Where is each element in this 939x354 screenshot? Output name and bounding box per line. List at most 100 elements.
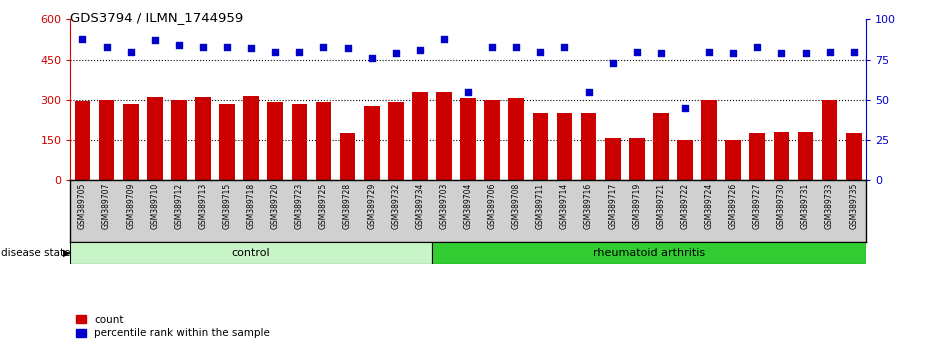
- Bar: [99, 100, 115, 180]
- Bar: [580, 113, 596, 180]
- Bar: [605, 138, 621, 180]
- Text: GSM389715: GSM389715: [223, 183, 232, 229]
- Point: [750, 44, 765, 50]
- Point: [316, 44, 331, 50]
- Point: [340, 46, 355, 51]
- Bar: [436, 92, 452, 180]
- Point: [461, 89, 476, 95]
- Text: GSM389725: GSM389725: [319, 183, 328, 229]
- Point: [364, 55, 379, 61]
- Text: GSM389728: GSM389728: [343, 183, 352, 229]
- Text: GSM389724: GSM389724: [704, 183, 714, 229]
- Bar: [677, 140, 693, 180]
- Point: [846, 49, 861, 55]
- Bar: [195, 97, 211, 180]
- Point: [123, 49, 138, 55]
- Point: [581, 89, 596, 95]
- Text: GSM389711: GSM389711: [536, 183, 545, 229]
- Text: GSM389734: GSM389734: [415, 183, 424, 229]
- Point: [147, 38, 162, 43]
- Bar: [725, 140, 741, 180]
- Bar: [74, 101, 90, 180]
- Point: [654, 50, 669, 56]
- Text: disease state: disease state: [1, 248, 70, 258]
- Point: [100, 44, 115, 50]
- Text: GSM389732: GSM389732: [392, 183, 400, 229]
- Text: GSM389709: GSM389709: [126, 183, 135, 229]
- Bar: [412, 92, 428, 180]
- Point: [798, 50, 813, 56]
- Bar: [268, 102, 284, 180]
- Bar: [432, 242, 866, 264]
- Bar: [123, 104, 139, 180]
- Bar: [749, 133, 765, 180]
- Text: GSM389719: GSM389719: [632, 183, 641, 229]
- Point: [244, 46, 259, 51]
- Text: GSM389729: GSM389729: [367, 183, 377, 229]
- Point: [823, 49, 838, 55]
- Text: ▶: ▶: [63, 248, 70, 258]
- Point: [629, 49, 644, 55]
- Text: GSM389717: GSM389717: [608, 183, 617, 229]
- Text: GSM389704: GSM389704: [464, 183, 472, 229]
- Text: GSM389727: GSM389727: [753, 183, 762, 229]
- Bar: [846, 133, 862, 180]
- Text: GSM389713: GSM389713: [198, 183, 208, 229]
- Point: [533, 49, 548, 55]
- Text: GSM389718: GSM389718: [247, 183, 255, 229]
- Point: [726, 50, 741, 56]
- Text: GSM389705: GSM389705: [78, 183, 87, 229]
- Text: GSM389720: GSM389720: [270, 183, 280, 229]
- Bar: [797, 132, 813, 180]
- Text: GSM389735: GSM389735: [849, 183, 858, 229]
- Text: GSM389721: GSM389721: [656, 183, 666, 229]
- Bar: [653, 113, 669, 180]
- Text: GSM389714: GSM389714: [560, 183, 569, 229]
- Bar: [557, 113, 573, 180]
- Text: GSM389706: GSM389706: [487, 183, 497, 229]
- Text: GDS3794 / ILMN_1744959: GDS3794 / ILMN_1744959: [70, 11, 244, 24]
- Point: [437, 36, 452, 41]
- Point: [389, 50, 404, 56]
- Bar: [243, 96, 259, 180]
- Bar: [316, 102, 331, 180]
- Point: [557, 44, 572, 50]
- Bar: [363, 106, 379, 180]
- Bar: [460, 98, 476, 180]
- Point: [172, 42, 187, 48]
- Text: GSM389722: GSM389722: [681, 183, 689, 229]
- Point: [678, 105, 693, 110]
- Bar: [774, 132, 790, 180]
- Text: GSM389726: GSM389726: [729, 183, 738, 229]
- Bar: [532, 113, 548, 180]
- Bar: [171, 100, 187, 180]
- Text: GSM389723: GSM389723: [295, 183, 304, 229]
- Text: GSM389708: GSM389708: [512, 183, 521, 229]
- Text: GSM389733: GSM389733: [825, 183, 834, 229]
- Point: [292, 49, 307, 55]
- Bar: [629, 138, 645, 180]
- Text: rheumatoid arthritis: rheumatoid arthritis: [593, 248, 705, 258]
- Bar: [291, 104, 307, 180]
- Text: GSM389707: GSM389707: [102, 183, 111, 229]
- Bar: [340, 133, 356, 180]
- Bar: [485, 100, 500, 180]
- Point: [412, 47, 427, 53]
- Point: [606, 60, 621, 65]
- Bar: [701, 100, 717, 180]
- Bar: [219, 104, 235, 180]
- Bar: [388, 102, 404, 180]
- Text: control: control: [232, 248, 270, 258]
- Text: GSM389731: GSM389731: [801, 183, 810, 229]
- Text: GSM389716: GSM389716: [584, 183, 593, 229]
- Text: GSM389730: GSM389730: [777, 183, 786, 229]
- Bar: [822, 100, 838, 180]
- Bar: [508, 98, 524, 180]
- Point: [220, 44, 235, 50]
- Legend: count, percentile rank within the sample: count, percentile rank within the sample: [76, 315, 270, 338]
- Point: [268, 49, 283, 55]
- Bar: [146, 97, 162, 180]
- Point: [75, 36, 90, 41]
- Point: [774, 50, 789, 56]
- Bar: [70, 242, 432, 264]
